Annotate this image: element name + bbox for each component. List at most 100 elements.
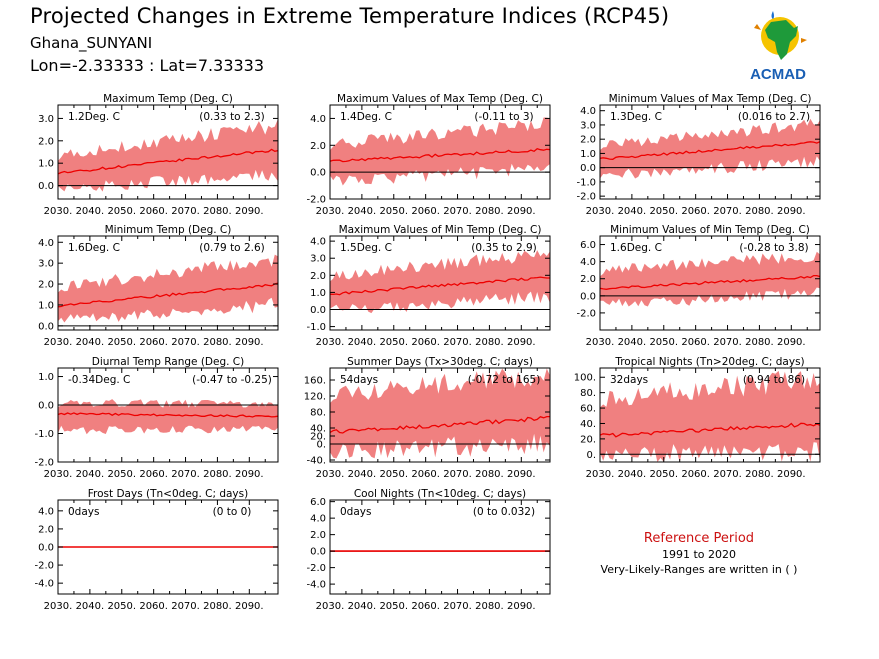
y-tick-label: 6.0 — [580, 240, 596, 251]
median-change-label: 1.6Deg. C — [68, 242, 120, 254]
plot-frame — [599, 104, 821, 200]
x-tick-label: 2060. — [139, 469, 168, 480]
range-band — [330, 250, 550, 314]
x-tick-label: 2040. — [348, 337, 377, 348]
y-tick-label: 3.0 — [580, 120, 596, 131]
x-tick-label: 2050. — [107, 469, 136, 480]
likely-range-label: (0.79 to 2.6) — [199, 242, 265, 254]
africa-sun-logo-icon — [754, 11, 807, 60]
y-tick-label: -4.0 — [306, 580, 326, 591]
x-tick-label: 2040. — [348, 206, 377, 217]
y-tick-label: 40. — [310, 424, 326, 435]
y-tick-label: 4.0 — [38, 238, 54, 249]
x-tick-label: 2060. — [411, 469, 440, 480]
y-tick-label: 120. — [304, 392, 326, 403]
plot-frame — [329, 367, 551, 463]
x-tick-label: 2060. — [139, 206, 168, 217]
chart-panel: -40.0.20.40.80.120.160.2030. 2040. 2050. 20… — [304, 356, 551, 480]
x-tick-label: 2040. — [348, 601, 377, 612]
x-tick-label: 2090. — [235, 337, 264, 348]
chart-title: Minimum Values of Max Temp (Deg. C) — [609, 93, 812, 105]
x-tick-label: 2030. — [44, 601, 73, 612]
reference-period-title: Reference Period — [643, 531, 755, 546]
x-tick-label: 2050. — [649, 337, 678, 348]
y-tick-label: 1.0 — [580, 149, 596, 160]
x-tick-label: 2070. — [443, 337, 472, 348]
y-tick-label: 60. — [580, 404, 596, 415]
x-tick-label: 2050. — [649, 206, 678, 217]
likely-range-label: (0 to 0) — [213, 506, 252, 518]
y-tick-label: -1.0 — [306, 322, 326, 333]
x-tick-label: 2050. — [107, 337, 136, 348]
plot-frame — [599, 367, 821, 463]
chart-title: Maximum Values of Max Temp (Deg. C) — [337, 93, 543, 105]
x-tick-label: 2080. — [203, 337, 232, 348]
y-tick-label: 3.0 — [38, 114, 54, 125]
y-tick-label: 0.0 — [38, 321, 54, 332]
median-change-label: 0days — [68, 506, 99, 518]
y-tick-label: 2.0 — [310, 271, 326, 282]
y-tick-label: 2.0 — [580, 274, 596, 285]
y-tick-label: -2.0 — [306, 563, 326, 574]
y-tick-label: 1.0 — [38, 372, 54, 383]
range-band — [600, 118, 820, 179]
reference-range-note: Very-Likely-Ranges are written in ( ) — [600, 563, 798, 576]
y-tick-label: -2.0 — [34, 561, 54, 572]
median-line — [57, 282, 279, 308]
chart-title: Maximum Values of Min Temp (Deg. C) — [339, 224, 542, 236]
x-tick-label: 2040. — [618, 337, 647, 348]
likely-range-label: (0.33 to 2.3) — [199, 111, 265, 123]
chart-panel: -4.0 -2.0 0.0 2.0 4.0 2030. 2040. 2050. 2060. 207… — [34, 488, 279, 612]
likely-range-label: (0 to 0.032) — [473, 506, 535, 518]
x-tick-label: 2070. — [713, 337, 742, 348]
x-tick-label: 2050. — [379, 601, 408, 612]
median-change-label: 32days — [610, 374, 648, 386]
median-change-label: -0.34Deg. C — [68, 374, 130, 386]
range-band — [58, 254, 278, 323]
x-tick-label: 2030. — [316, 469, 345, 480]
x-tick-label: 2040. — [348, 469, 377, 480]
x-tick-label: 2060. — [411, 601, 440, 612]
y-tick-label: 0.0 — [580, 163, 596, 174]
y-tick-label: 1.0 — [38, 159, 54, 170]
y-tick-label: -1.0 — [576, 177, 596, 188]
chart-title: Frost Days (Tn<0deg. C; days) — [88, 488, 248, 500]
y-tick-label: -40. — [306, 456, 326, 467]
median-line — [329, 276, 550, 296]
x-tick-label: 2080. — [203, 601, 232, 612]
plot-frame — [57, 367, 279, 463]
x-tick-label: 2070. — [171, 337, 200, 348]
median-change-label: 54days — [340, 374, 378, 386]
y-tick-label: 2.0 — [310, 141, 326, 152]
x-tick-label: 2090. — [235, 601, 264, 612]
x-tick-label: 2030. — [44, 469, 73, 480]
x-tick-label: 2070. — [171, 601, 200, 612]
x-tick-label: 2070. — [713, 206, 742, 217]
y-tick-label: 4.0 — [310, 114, 326, 125]
x-tick-label: 2060. — [681, 469, 710, 480]
x-tick-label: 2030. — [586, 206, 615, 217]
x-tick-label: 2040. — [618, 206, 647, 217]
plot-frame — [329, 235, 551, 331]
y-tick-label: 4.0 — [38, 506, 54, 517]
y-tick-label: 0. — [316, 440, 326, 451]
chart-title: Summer Days (Tx>30deg. C; days) — [347, 356, 533, 368]
chart-panel: -2.0 0.0 2.0 4.0 6.0 2030. 2040. 2050. 2060. 2070… — [576, 224, 821, 348]
median-change-label: 1.5Deg. C — [340, 242, 392, 254]
median-line — [329, 147, 551, 163]
median-change-label: 1.6Deg. C — [610, 242, 662, 254]
y-tick-label: 0. — [586, 450, 596, 461]
median-change-label: 0days — [340, 506, 371, 518]
x-tick-label: 2070. — [443, 469, 472, 480]
chart-title: Diurnal Temp Range (Deg. C) — [92, 356, 244, 368]
x-tick-label: 2050. — [649, 469, 678, 480]
y-tick-label: -2.0 — [34, 458, 54, 469]
x-tick-label: 2080. — [203, 206, 232, 217]
x-tick-label: 2080. — [203, 469, 232, 480]
median-line — [57, 412, 279, 418]
x-tick-label: 2030. — [316, 337, 345, 348]
x-tick-label: 2090. — [507, 206, 536, 217]
page-title: Projected Changes in Extreme Temperature… — [30, 4, 670, 28]
median-line — [57, 148, 279, 175]
